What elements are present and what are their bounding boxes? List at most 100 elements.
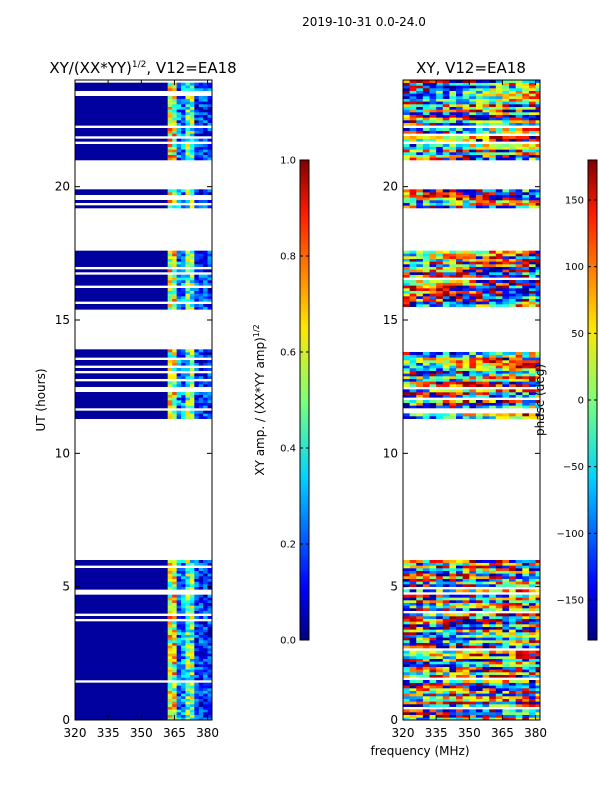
heatmap-cell [422,562,430,566]
heatmap-cell [422,373,430,377]
heatmap-cell [172,626,177,630]
heatmap-cell [207,269,212,273]
heatmap-cell [403,301,410,305]
heatmap-cell [172,648,177,651]
heatmap-cell [515,392,523,395]
heatmap-cell [449,264,457,267]
heatmap-cell [456,122,463,126]
heatmap-cell [422,189,430,193]
heatmap-cell [469,266,477,270]
heatmap-cell [462,384,470,387]
heatmap-cell [422,269,430,273]
heatmap-cell [528,154,536,158]
heatmap-cell [429,146,437,150]
heatmap-cell [456,109,463,113]
heatmap-cell [189,304,195,307]
heatmap-cell [515,402,523,406]
heatmap-cell [489,352,497,355]
heatmap-cell [522,354,530,358]
heatmap-cell [495,82,503,86]
heatmap-cell [185,690,191,694]
heatmap-cell [475,384,483,387]
heatmap-cell [535,576,540,579]
heatmap-cell [522,693,530,697]
heatmap-cell [203,274,208,278]
heatmap-cell [522,138,530,142]
heatmap-cell [482,669,490,673]
heatmap-cell [167,637,173,641]
heatmap-cell [515,96,523,99]
heatmap-cell [515,272,523,275]
heatmap-cell [75,290,168,294]
heatmap-cell [462,637,470,641]
heatmap-cell [489,656,497,659]
heatmap-cell [515,130,523,134]
heatmap-cell [469,589,477,593]
heatmap-cell [429,136,437,139]
heatmap-cell [456,128,463,131]
heatmap-cell [522,629,530,633]
heatmap-cell [449,269,457,273]
heatmap-cell [522,618,530,622]
heatmap-cell [207,98,212,102]
heatmap-cell [475,685,483,689]
heatmap-cell [189,677,195,681]
heatmap-cell [198,154,204,158]
heatmap-cell [181,688,186,691]
heatmap-cell [489,637,497,641]
heatmap-cell [469,357,477,361]
heatmap-cell [409,298,417,302]
heatmap-cell [456,693,463,697]
heatmap-cell [489,584,497,587]
heatmap-cell [449,637,457,641]
heatmap-cell [198,632,204,635]
heatmap-cell [449,416,457,419]
heatmap-cell [194,584,200,587]
heatmap-cell [75,296,168,299]
heatmap-cell [416,576,424,579]
heatmap-cell [436,272,444,275]
heatmap-cell [194,576,200,579]
heatmap-cell [181,400,186,403]
heatmap-cell [442,157,450,161]
heatmap-cell [528,381,536,385]
heatmap-cell [522,642,530,646]
heatmap-cell [185,562,191,566]
heatmap-cell [403,269,410,273]
heatmap-cell [495,394,503,398]
heatmap-cell [436,189,444,193]
heatmap-cell [181,360,186,363]
heatmap-cell [416,634,424,638]
heatmap-cell [462,672,470,675]
heatmap-cell [167,205,173,209]
heatmap-cell [185,616,191,619]
heatmap-cell [75,288,168,291]
heatmap-cell [189,717,195,720]
heatmap-cell [198,373,204,377]
heatmap-cell [181,658,186,662]
heatmap-cell [189,704,195,707]
heatmap-cell [469,144,477,147]
heatmap-cell [482,605,490,609]
heatmap-cell [469,106,477,110]
heatmap-cell [482,370,490,374]
heatmap-cell [502,280,510,283]
colorbar-tick-label: 150 [565,196,584,207]
heatmap-cell [189,98,195,102]
heatmap-cell [198,306,204,310]
heatmap-cell [502,661,510,665]
heatmap-cell [495,712,503,715]
heatmap-cell [522,101,530,105]
heatmap-cell [449,405,457,409]
heatmap-cell [422,96,430,99]
heatmap-cell [422,288,430,291]
heatmap-cell [167,410,173,414]
heatmap-cell [502,584,510,587]
heatmap-cell [185,306,191,310]
heatmap-cell [429,664,437,667]
heatmap-cell [489,605,497,609]
heatmap-cell [75,656,168,659]
heatmap-cell [469,189,477,193]
heatmap-cell [442,402,450,406]
